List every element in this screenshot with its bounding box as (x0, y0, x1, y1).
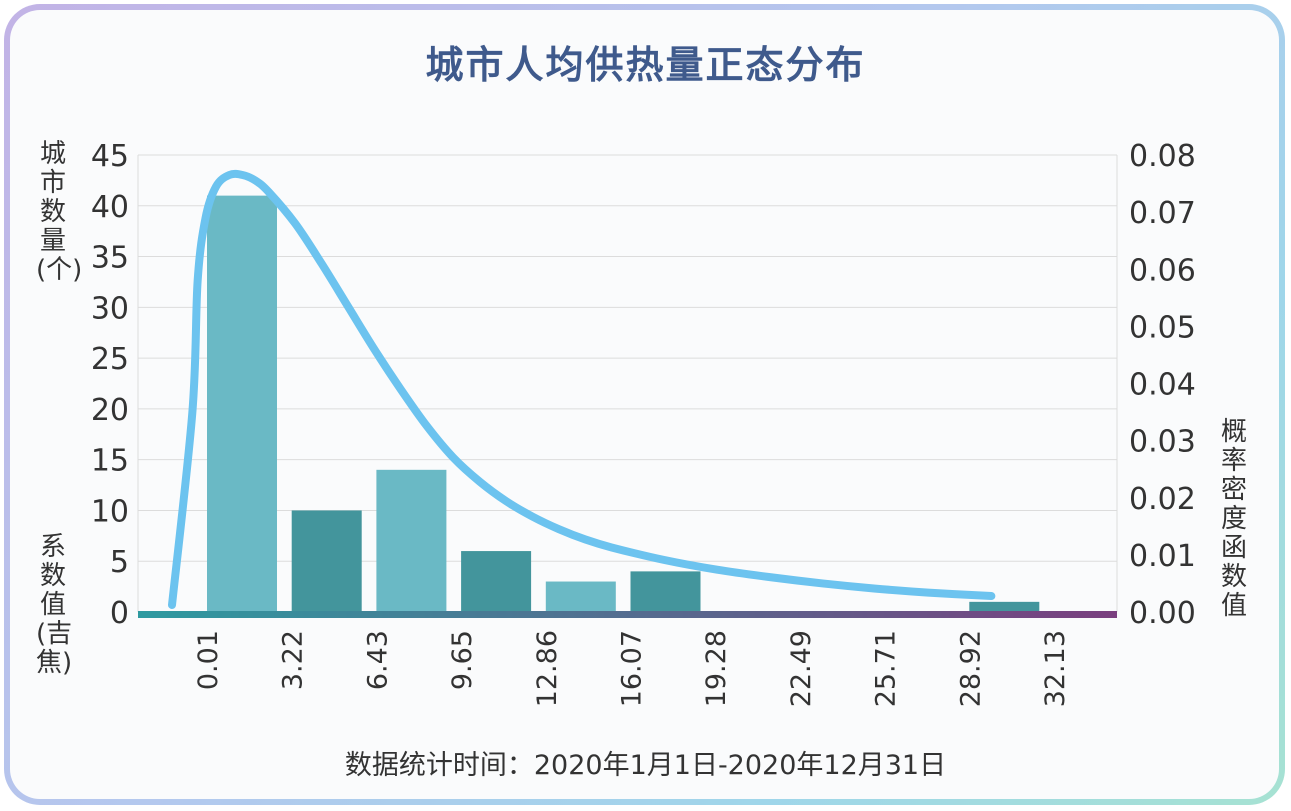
left-tick-label: 10 (91, 494, 129, 529)
x-axis-line (138, 611, 1117, 618)
x-axis-ticks: 0.01 3.22 6.43 9.65 12.86 16.07 19.28 22.49 25.7… (193, 630, 1071, 707)
right-tick-label: 0.02 (1129, 482, 1196, 517)
probability-density-curve (168, 169, 996, 609)
x-tick-label: 3.22 (278, 630, 309, 690)
right-tick-label: 0.01 (1129, 539, 1196, 574)
histogram-bar (207, 195, 277, 612)
right-tick-label: 0.03 (1129, 425, 1196, 460)
x-tick-label: 6.43 (362, 630, 393, 690)
left-axis-title-bottom: 系数值(吉焦) (36, 532, 73, 678)
x-tick-label: 32.13 (1040, 630, 1071, 707)
right-tick-label: 0.06 (1129, 253, 1196, 288)
x-tick-label: 16.07 (617, 630, 648, 707)
x-axis-baseline (138, 611, 1117, 618)
x-tick-label: 0.01 (193, 630, 224, 690)
histogram-bar (969, 601, 1040, 612)
x-tick-label: 25.71 (871, 630, 902, 707)
x-tick-label: 19.28 (701, 630, 732, 707)
x-tick-label: 12.86 (532, 630, 563, 707)
left-tick-label: 5 (110, 545, 129, 580)
x-tick-label: 22.49 (786, 630, 817, 707)
right-axis-title: 概率密度函数值 (1220, 417, 1247, 621)
right-tick-label: 0.08 (1129, 139, 1196, 174)
left-tick-label: 45 (91, 139, 129, 174)
left-tick-label: 15 (91, 444, 129, 479)
left-tick-label: 0 (110, 596, 129, 631)
density-curve-layer (168, 169, 996, 609)
chart-title: 城市人均供热量正态分布 (425, 43, 866, 87)
right-tick-label: 0.00 (1129, 596, 1196, 631)
histogram-bar (291, 510, 362, 612)
bars (207, 195, 1040, 612)
histogram-bar (376, 469, 447, 612)
x-tick-label: 9.65 (447, 630, 478, 690)
left-axis-ticks: 0 5 10 15 20 25 30 35 40 45 (91, 139, 129, 631)
data-period-footer: 数据统计时间：2020年1月1日-2020年12月31日 (344, 750, 947, 781)
left-tick-label: 25 (91, 342, 129, 377)
left-tick-label: 35 (91, 241, 129, 276)
gridlines (137, 154, 1118, 613)
histogram-bar (630, 571, 701, 612)
histogram-bar (545, 581, 616, 612)
right-tick-label: 0.04 (1129, 368, 1196, 403)
right-tick-label: 0.07 (1129, 196, 1196, 231)
right-axis-ticks: 0.00 0.01 0.02 0.03 0.04 0.05 0.06 0.07 0.08 (1129, 139, 1196, 631)
chart-frame (4, 4, 1285, 805)
histogram-bar (461, 551, 532, 612)
left-tick-label: 20 (91, 393, 129, 428)
x-tick-label: 28.92 (955, 630, 986, 707)
right-tick-label: 0.05 (1129, 310, 1196, 345)
left-tick-label: 30 (91, 291, 129, 326)
left-tick-label: 40 (91, 190, 129, 225)
